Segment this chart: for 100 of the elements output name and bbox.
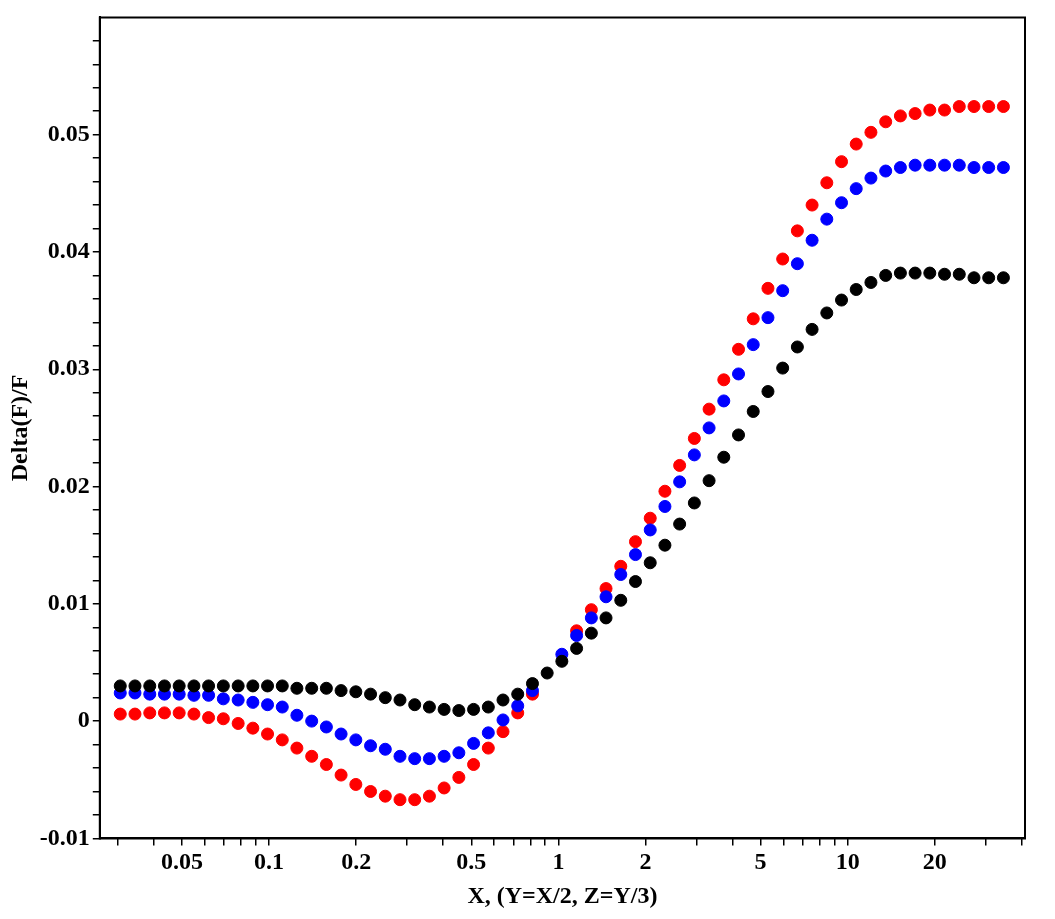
point xyxy=(702,402,716,416)
point xyxy=(996,161,1010,175)
point xyxy=(496,725,510,739)
x-tick-label: 0.1 xyxy=(254,848,285,874)
point xyxy=(761,311,775,325)
point xyxy=(923,103,937,117)
point xyxy=(378,789,392,803)
x-tick-label: 1 xyxy=(552,848,565,874)
point xyxy=(746,312,760,326)
point xyxy=(967,161,981,175)
point xyxy=(290,741,304,755)
point xyxy=(982,100,996,114)
point xyxy=(261,727,275,741)
point xyxy=(790,257,804,271)
point xyxy=(290,708,304,722)
point xyxy=(599,590,613,604)
point xyxy=(216,712,230,726)
point xyxy=(717,373,731,387)
point xyxy=(393,793,407,807)
point xyxy=(982,161,996,175)
point xyxy=(820,212,834,226)
point xyxy=(467,736,481,750)
point xyxy=(305,749,319,763)
point xyxy=(437,781,451,795)
point xyxy=(879,164,893,178)
point xyxy=(746,338,760,352)
x-tick-label: 10 xyxy=(835,848,860,874)
x-axis-title: X, (Y=X/2, Z=Y/3) xyxy=(467,881,658,908)
point xyxy=(334,727,348,741)
point xyxy=(908,158,922,172)
point xyxy=(452,770,466,784)
point xyxy=(202,711,216,725)
point xyxy=(658,499,672,513)
point xyxy=(717,394,731,408)
point xyxy=(481,726,495,740)
point xyxy=(864,125,878,139)
y-axis-title: Delta(F)/F xyxy=(5,374,32,482)
x-tick-label: 2 xyxy=(639,848,652,874)
point xyxy=(893,161,907,175)
point xyxy=(172,706,186,720)
point xyxy=(584,611,598,625)
point xyxy=(364,739,378,753)
point xyxy=(422,789,436,803)
point xyxy=(923,158,937,172)
point xyxy=(643,523,657,537)
point xyxy=(790,224,804,238)
point xyxy=(643,511,657,525)
point xyxy=(761,281,775,295)
x-tick-label: 20 xyxy=(922,848,947,874)
point xyxy=(967,100,981,114)
point xyxy=(481,741,495,755)
point xyxy=(246,695,260,709)
point xyxy=(732,367,746,381)
point xyxy=(128,707,142,721)
y-tick-label: 0.02 xyxy=(47,471,90,498)
x-tick-label: 0.2 xyxy=(341,848,372,874)
y-tick-label: 0.03 xyxy=(47,354,90,381)
point xyxy=(938,158,952,172)
point xyxy=(614,568,628,582)
point xyxy=(334,768,348,782)
point xyxy=(849,137,863,151)
point xyxy=(952,158,966,172)
point xyxy=(319,758,333,772)
point xyxy=(673,475,687,489)
point xyxy=(849,182,863,196)
point xyxy=(673,458,687,472)
point xyxy=(216,692,230,706)
point xyxy=(143,706,157,720)
point xyxy=(687,431,701,445)
point xyxy=(319,720,333,734)
point xyxy=(393,749,407,763)
point xyxy=(452,746,466,760)
point xyxy=(570,629,584,642)
point xyxy=(732,342,746,356)
point xyxy=(246,721,260,735)
point xyxy=(805,233,819,247)
point xyxy=(820,176,834,190)
point xyxy=(835,196,849,210)
point xyxy=(275,700,289,714)
point xyxy=(231,716,245,730)
point xyxy=(879,115,893,129)
y-tick-label: 0.05 xyxy=(47,119,90,146)
point xyxy=(864,171,878,185)
point xyxy=(658,484,672,498)
point xyxy=(893,109,907,123)
point xyxy=(364,784,378,798)
y-tick-label: 0 xyxy=(77,706,90,733)
point xyxy=(952,100,966,114)
point xyxy=(157,706,171,720)
point xyxy=(687,448,701,462)
point xyxy=(378,742,392,756)
point xyxy=(408,752,422,766)
point xyxy=(628,548,642,562)
point xyxy=(305,714,319,728)
point xyxy=(231,693,245,707)
point xyxy=(628,535,642,549)
point xyxy=(261,698,275,712)
point xyxy=(908,107,922,121)
point xyxy=(437,749,451,763)
point xyxy=(349,777,363,791)
